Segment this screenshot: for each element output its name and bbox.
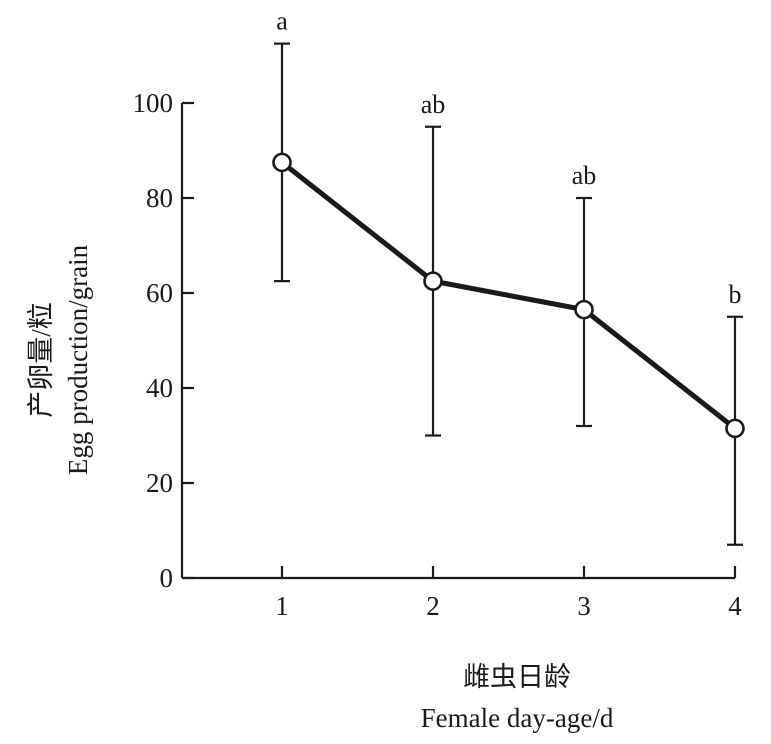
x-tick-label: 2 [426, 591, 440, 621]
series-line [280, 160, 737, 431]
data-point [423, 271, 443, 291]
x-axis-title-cn: 雌虫日龄 [463, 662, 571, 692]
y-axis-title-cn: 产卵量/粒 [26, 302, 56, 418]
data-point [725, 418, 745, 439]
significance-label: b [729, 280, 742, 309]
series-line-group [280, 160, 737, 431]
x-tick-label: 4 [728, 591, 742, 621]
significance-label: a [276, 7, 288, 36]
y-tick-label: 20 [146, 468, 173, 498]
y-tick-label: 80 [146, 183, 173, 213]
significance-label: ab [572, 161, 597, 190]
x-axis-title: Female day-age/d [421, 703, 614, 733]
data-point [574, 299, 594, 320]
significance-label: ab [421, 90, 446, 119]
data-points [272, 152, 745, 439]
x-tick-label: 3 [577, 591, 591, 621]
y-tick-label: 40 [146, 373, 173, 403]
y-ticks: 0 20 40 60 80 100 [133, 88, 194, 593]
data-point [272, 152, 292, 173]
x-ticks: 1 2 3 4 [275, 566, 742, 621]
y-axis-title: Egg production/grain [63, 244, 93, 475]
y-tick-label: 100 [133, 88, 174, 118]
y-tick-label: 60 [146, 278, 173, 308]
x-tick-label: 1 [275, 591, 289, 621]
y-tick-label: 0 [160, 563, 174, 593]
significance-labels: a ab ab b [276, 7, 741, 309]
axes [180, 103, 735, 580]
